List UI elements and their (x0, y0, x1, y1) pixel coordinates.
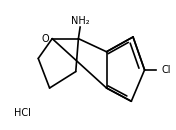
Text: NH₂: NH₂ (71, 16, 89, 26)
Text: O: O (41, 34, 49, 44)
Text: HCl: HCl (14, 108, 31, 118)
Text: Cl: Cl (161, 65, 171, 75)
